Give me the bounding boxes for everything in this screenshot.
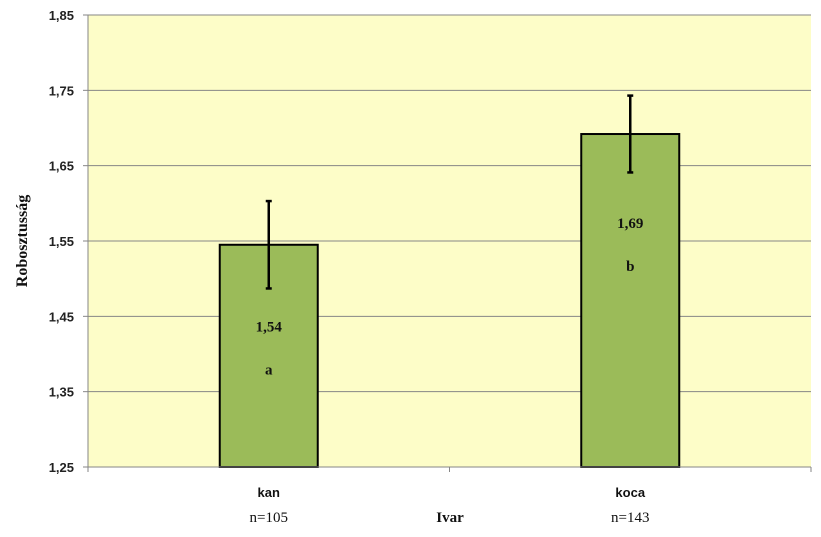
significance-label-kan: a	[265, 362, 273, 378]
gridlines	[88, 14, 811, 393]
value-label-kan: 1,54	[256, 319, 283, 335]
y-tick-label: 1,55	[49, 234, 74, 249]
bars	[218, 94, 681, 468]
y-tick-label: 1,75	[49, 83, 74, 98]
sample-size-label-kan: n=105	[250, 510, 288, 526]
y-tick-label: 1,85	[49, 8, 74, 23]
y-tick-label: 1,65	[49, 159, 74, 174]
x-category-label-kan: kan	[258, 485, 280, 500]
x-category-label-koca: koca	[615, 485, 645, 500]
y-tick-label: 1,45	[49, 309, 74, 324]
sample-size-label-koca: n=143	[611, 510, 649, 526]
y-tick-label: 1,25	[49, 460, 74, 475]
x-axis-title: Ivar	[436, 510, 464, 526]
labels: 1,25 1,35 1,45 1,55 1,65 1,75 1,85 1,54 a kan n=10…	[49, 8, 650, 526]
axes	[83, 14, 812, 472]
significance-label-koca: b	[626, 259, 634, 275]
value-label-koca: 1,69	[617, 216, 643, 232]
y-axis-title: Robosztusság	[14, 195, 31, 287]
bar-koca	[580, 133, 681, 468]
y-tick-label: 1,35	[49, 385, 74, 400]
